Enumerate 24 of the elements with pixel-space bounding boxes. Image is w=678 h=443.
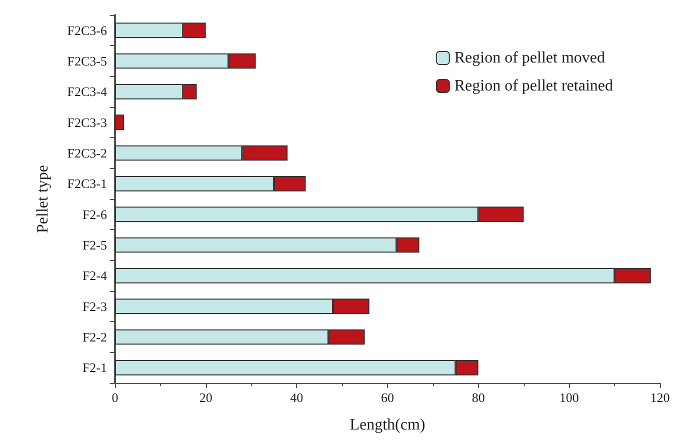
x-tick-label: 0	[112, 390, 118, 405]
y-tick-label: F2C3-2	[67, 146, 107, 160]
y-tick-label: F2C3-5	[67, 54, 107, 68]
x-tick-label: 60	[381, 390, 394, 405]
y-tick-label: F2-2	[82, 330, 107, 344]
x-tick-label: 120	[650, 390, 670, 405]
y-tick-label: F2C3-4	[67, 84, 108, 100]
y-tick-label: F2C3-1	[67, 176, 107, 192]
x-tick-label: 100	[559, 390, 579, 405]
y-tick-label: F2-1	[82, 360, 107, 376]
y-tick-label: F2-4	[82, 268, 108, 284]
y-tick-label: F2C3-3	[67, 114, 107, 130]
y-tick-label: F2-3	[82, 298, 107, 314]
y-axis-title: Pellet type	[34, 165, 52, 233]
legend-label: Region of pellet retained	[454, 78, 613, 94]
x-axis-title: Length(cm)	[350, 416, 426, 434]
x-tick-label: 20	[199, 390, 212, 405]
y-tick-label: F2-6	[82, 206, 108, 222]
y-tick-label: F2C3-6	[67, 22, 108, 38]
x-tick-label: 40	[290, 390, 304, 405]
y-tick-label: F2-5	[82, 238, 107, 252]
x-tick-label: 80	[472, 390, 485, 405]
legend-label: Region of pellet moved	[454, 50, 606, 66]
bar	[115, 114, 124, 130]
